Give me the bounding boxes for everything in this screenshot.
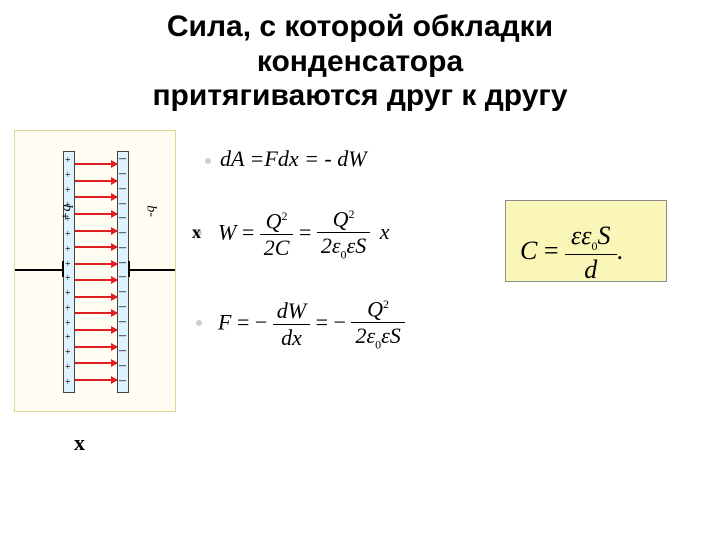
field-line: [75, 329, 117, 331]
charge-minus: –: [119, 269, 126, 285]
bullet-dot: [205, 158, 211, 164]
eq-W-lhs: W: [218, 219, 236, 244]
field-line: [75, 312, 117, 314]
wire-right: [129, 269, 175, 271]
charge-plus: +: [65, 229, 71, 240]
charge-plus: +: [65, 288, 71, 299]
charge-minus: –: [119, 373, 126, 389]
formula-box-C: C = εε0S d .: [505, 200, 667, 282]
field-line: [75, 196, 117, 198]
charge-minus: –: [119, 299, 126, 315]
field-line: [75, 296, 117, 298]
charge-minus: –: [119, 358, 126, 374]
charge-minus: –: [119, 196, 126, 212]
field-line: [75, 279, 117, 281]
charge-minus: –: [119, 151, 126, 167]
charge-plus: +: [65, 170, 71, 181]
charge-plus: +: [65, 244, 71, 255]
eq-F-lhs: F: [218, 309, 231, 334]
charge-plus: +: [65, 347, 71, 358]
eq-W-tail: x: [376, 219, 390, 244]
charge-minus: –: [119, 314, 126, 330]
charge-plus: +: [65, 155, 71, 166]
equation-C: C = εε0S d .: [520, 223, 660, 283]
field-line: [75, 230, 117, 232]
field-line: [75, 246, 117, 248]
wire-end-left: [62, 261, 64, 277]
field-line: [75, 346, 117, 348]
charge-plus: +: [65, 185, 71, 196]
charge-plus: +: [65, 214, 71, 225]
charge-minus: –: [119, 255, 126, 271]
equation-W: W = Q2 2C = Q2 2ε0εS x: [218, 208, 389, 261]
equation-F: F = − dW dx = − Q2 2ε0εS: [218, 298, 405, 351]
field-line: [75, 180, 117, 182]
bullet-dot-3: [196, 320, 202, 326]
field-line: [75, 263, 117, 265]
charge-plus: +: [65, 259, 71, 270]
charge-plus: +: [65, 318, 71, 329]
label-x-outer: x: [74, 430, 85, 456]
charge-plus: +: [65, 377, 71, 388]
charge-minus: –: [119, 328, 126, 344]
charge-minus: –: [119, 210, 126, 226]
field-line: [75, 163, 117, 165]
charge-minus: –: [119, 166, 126, 182]
wire-left: [15, 269, 63, 271]
charge-plus: +: [65, 273, 71, 284]
charge-minus: –: [119, 225, 126, 241]
eq-W-frac2: Q2 2ε0εS: [317, 208, 370, 261]
capacitor-diagram: +q -q ++++++++++++++++––––––––––––––––: [14, 130, 176, 412]
slide-root: Сила, с которой обкладкиконденсатораприт…: [0, 0, 720, 540]
field-region: [75, 151, 117, 391]
field-line: [75, 379, 117, 381]
charge-minus: –: [119, 284, 126, 300]
charge-plus: +: [65, 303, 71, 314]
label-x-inner: x: [192, 222, 201, 243]
slide-title: Сила, с которой обкладкиконденсатораприт…: [0, 10, 720, 114]
field-line: [75, 213, 117, 215]
charge-minus: –: [119, 181, 126, 197]
field-line: [75, 362, 117, 364]
charge-minus: –: [119, 343, 126, 359]
charge-plus: +: [65, 200, 71, 211]
label-minus-q: -q: [143, 205, 159, 217]
eq-F-frac1: dW dx: [273, 300, 310, 349]
eq-F-frac2: Q2 2ε0εS: [351, 298, 404, 351]
equation-dA: dA =Fdx = - dW: [220, 146, 367, 172]
charge-minus: –: [119, 240, 126, 256]
charge-plus: +: [65, 362, 71, 373]
eq-W-frac1: Q2 2C: [260, 210, 294, 259]
charge-plus: +: [65, 332, 71, 343]
wire-end-right: [128, 261, 130, 277]
